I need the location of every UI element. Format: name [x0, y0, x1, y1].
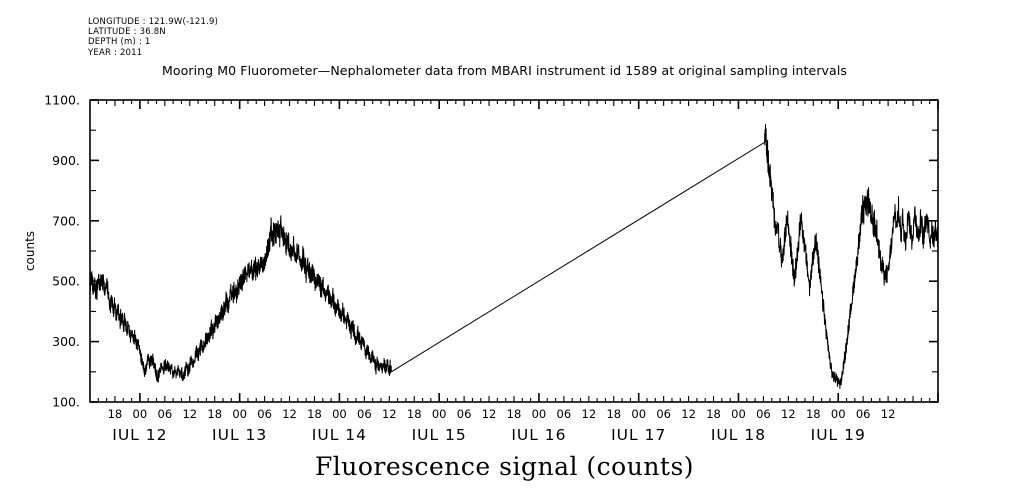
- x-hour-label: 06: [257, 407, 272, 421]
- x-day-label: JUL 18: [710, 426, 766, 440]
- x-hour-label: 18: [108, 407, 123, 421]
- y-tick-label: 300.: [52, 334, 80, 349]
- y-tick-label: 700.: [52, 213, 80, 228]
- axis-caption: Fluorescence signal (counts): [314, 452, 695, 481]
- x-hour-label: 00: [831, 407, 846, 421]
- plot-frame: [89, 99, 939, 403]
- x-hour-label: 18: [207, 407, 222, 421]
- x-hour-label: 00: [332, 407, 347, 421]
- x-axis-ticks: [89, 100, 939, 402]
- x-day-label: JUL 13: [211, 426, 267, 440]
- x-hour-label: 06: [457, 407, 472, 421]
- y-axis-title-text: counts: [23, 231, 37, 271]
- timeseries-plot: 18 00 06 12 18 00 06 12 18 00 06 12 18 00 06 12 18 00 06 12…: [23, 93, 939, 440]
- plot-border: [89, 99, 939, 403]
- x-hour-label: 12: [681, 407, 696, 421]
- y-tick-label: 900.: [52, 153, 80, 168]
- x-day-label: JUL 17: [610, 426, 666, 440]
- x-hour-label: 18: [407, 407, 422, 421]
- series-fluorescence: [90, 123, 938, 389]
- x-hour-label: 12: [482, 407, 497, 421]
- x-hour-label: 00: [432, 407, 447, 421]
- metadata-longitude: LONGITUDE : 121.9W(-121.9): [88, 17, 219, 27]
- x-hour-label: 06: [357, 407, 372, 421]
- x-day-label: JUL 12: [111, 426, 167, 440]
- x-day-label: JUL 14: [311, 426, 367, 440]
- x-hour-label: 12: [582, 407, 597, 421]
- chart-title: Mooring M0 Fluorometer—Nephalometer data…: [161, 63, 848, 78]
- x-axis-tick-labels: 18 00 06 12 18 00 06 12 18 00 06 12 18 00 06 12 18 00 06 12…: [108, 407, 896, 421]
- y-tick-label: 1100.: [44, 93, 80, 108]
- x-axis-day-labels: JUL 12 JUL 13 JUL 14 JUL 15 JUL 16 JUL 17 JUL …: [111, 426, 866, 440]
- x-hour-label: 12: [282, 407, 297, 421]
- x-hour-label: 00: [631, 407, 646, 421]
- y-tick-label: 100.: [52, 395, 80, 410]
- x-hour-label: 18: [706, 407, 721, 421]
- x-day-label: JUL 15: [411, 426, 467, 440]
- x-hour-label: 18: [507, 407, 522, 421]
- y-axis-ticks: [90, 99, 938, 403]
- y-tick-label: 500.: [52, 274, 80, 289]
- x-hour-label: 18: [606, 407, 621, 421]
- x-hour-label: 06: [856, 407, 871, 421]
- x-hour-label: 12: [382, 407, 397, 421]
- x-hour-label: 18: [806, 407, 821, 421]
- x-hour-label: 00: [232, 407, 247, 421]
- metadata-year: YEAR : 2011: [88, 47, 143, 58]
- x-hour-label: 06: [557, 407, 572, 421]
- x-hour-label: 06: [756, 407, 771, 421]
- x-day-label: JUL 16: [510, 426, 566, 440]
- y-axis-title: counts: [23, 231, 37, 271]
- metadata-depth: DEPTH (m) : 1: [88, 37, 151, 48]
- x-hour-label: 00: [532, 407, 547, 421]
- x-hour-label: 18: [307, 407, 322, 421]
- x-hour-label: 12: [182, 407, 197, 421]
- x-hour-label: 00: [133, 407, 148, 421]
- x-hour-label: 00: [731, 407, 746, 421]
- x-hour-label: 12: [781, 407, 796, 421]
- x-hour-label: 12: [881, 407, 896, 421]
- metadata-latitude: LATITUDE : 36.8N: [88, 27, 166, 38]
- x-hour-label: 06: [656, 407, 671, 421]
- x-hour-label: 06: [158, 407, 173, 421]
- data-line: [90, 123, 938, 389]
- y-axis-tick-labels: 100. 300. 500. 700. 900. 1100.: [44, 93, 80, 410]
- x-day-label: JUL 19: [810, 426, 866, 440]
- station-metadata: LONGITUDE : 121.9W(-121.9) LATITUDE : 36…: [88, 17, 218, 58]
